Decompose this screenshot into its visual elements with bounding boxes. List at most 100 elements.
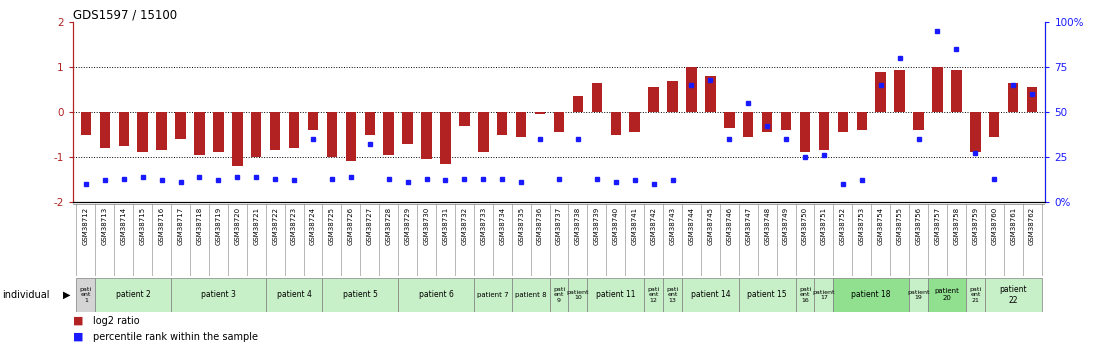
Bar [1008,83,1018,112]
Bar [932,67,942,112]
Text: GSM38723: GSM38723 [291,207,297,245]
Text: ■: ■ [73,316,83,326]
Bar [95,278,171,312]
Text: GSM38724: GSM38724 [310,207,316,245]
Text: GSM38761: GSM38761 [1011,207,1016,245]
Text: GSM38740: GSM38740 [613,207,618,245]
Bar [663,278,682,312]
Bar [459,112,470,126]
Text: GSM38745: GSM38745 [708,207,713,245]
Text: GSM38731: GSM38731 [443,207,448,245]
Text: GSM38739: GSM38739 [594,207,600,245]
Text: patient 15: patient 15 [747,290,787,299]
Bar [1026,87,1038,112]
Text: log2 ratio: log2 ratio [93,316,140,326]
Bar [171,278,266,312]
Bar [572,96,584,112]
Bar [909,278,928,312]
Text: GSM38714: GSM38714 [121,207,126,245]
Bar [233,112,243,166]
Text: GSM38741: GSM38741 [632,207,637,245]
Bar [479,112,489,152]
Text: GSM38725: GSM38725 [329,207,335,245]
Bar [837,112,849,132]
Text: GSM38750: GSM38750 [802,207,808,245]
Text: GDS1597 / 15100: GDS1597 / 15100 [73,9,177,22]
Text: GSM38738: GSM38738 [575,207,581,245]
Text: patient
19: patient 19 [908,289,930,300]
Text: GSM38719: GSM38719 [216,207,221,245]
Text: patient 11: patient 11 [596,290,635,299]
Text: patient
20: patient 20 [935,288,959,302]
Text: pati
ent
13: pati ent 13 [666,287,679,303]
Bar [474,278,512,312]
Bar [667,81,678,112]
Text: GSM38760: GSM38760 [992,207,997,245]
Text: GSM38762: GSM38762 [1029,207,1035,245]
Bar [322,278,398,312]
Bar [266,278,322,312]
Text: GSM38744: GSM38744 [689,207,694,245]
Bar [307,112,319,130]
Text: GSM38726: GSM38726 [348,207,353,245]
Bar [550,278,568,312]
Bar [591,83,603,112]
Bar [515,112,527,137]
Text: GSM38755: GSM38755 [897,207,902,245]
Bar [743,112,754,137]
Text: patient 7: patient 7 [477,292,509,298]
Bar [796,278,815,312]
Bar [326,112,338,157]
Bar [383,112,394,155]
Bar [644,278,663,312]
Bar [76,278,95,312]
Bar [833,278,909,312]
Bar [985,278,1042,312]
Bar [818,112,830,150]
Bar [534,112,546,114]
Text: pati
ent
16: pati ent 16 [799,287,811,303]
Bar [966,278,985,312]
Bar [269,112,281,150]
Text: patient 8: patient 8 [514,292,547,298]
Text: GSM38748: GSM38748 [765,207,770,245]
Text: GSM38728: GSM38728 [386,207,391,245]
Text: GSM38721: GSM38721 [253,207,259,245]
Text: GSM38736: GSM38736 [537,207,543,245]
Text: GSM38717: GSM38717 [178,207,183,245]
Text: patient
17: patient 17 [813,289,835,300]
Text: patient 5: patient 5 [343,290,378,299]
Bar [856,112,866,130]
Bar [402,112,413,144]
Text: GSM38732: GSM38732 [462,207,467,245]
Text: percentile rank within the sample: percentile rank within the sample [93,332,258,342]
Bar [780,112,792,130]
Text: GSM38730: GSM38730 [424,207,429,245]
Bar [815,278,833,312]
Bar [214,112,224,152]
Text: GSM38713: GSM38713 [102,207,107,245]
Bar [799,112,811,152]
Text: pati
ent
1: pati ent 1 [79,287,92,303]
Bar [421,112,432,159]
Text: GSM38718: GSM38718 [197,207,202,245]
Bar [629,112,639,132]
Text: pati
ent
12: pati ent 12 [647,287,660,303]
Bar [195,112,205,155]
Text: GSM38712: GSM38712 [83,207,89,245]
Bar [440,112,451,164]
Bar [157,112,167,150]
Bar [345,112,356,161]
Bar [610,112,620,135]
Bar [498,112,508,135]
Text: GSM38749: GSM38749 [783,207,789,245]
Text: GSM38733: GSM38733 [481,207,486,245]
Bar [875,72,885,112]
Bar [252,112,262,157]
Text: GSM38734: GSM38734 [500,207,505,245]
Bar [951,69,961,112]
Text: pati
ent
9: pati ent 9 [553,287,565,303]
Bar [682,278,739,312]
Text: pati
ent
21: pati ent 21 [969,287,982,303]
Text: GSM38735: GSM38735 [518,207,524,245]
